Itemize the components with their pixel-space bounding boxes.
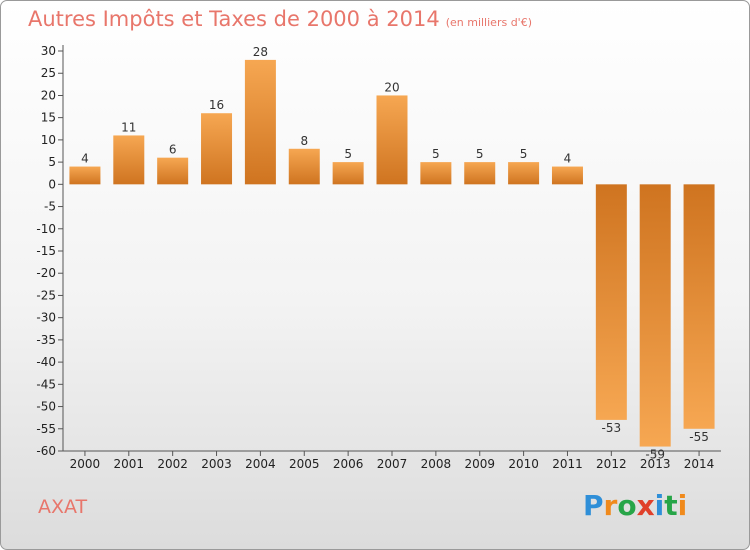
bar-2010 bbox=[508, 162, 540, 185]
x-tick-label: 2005 bbox=[289, 457, 320, 471]
data-label: 8 bbox=[300, 134, 308, 148]
unit-label: (en milliers d'€) bbox=[445, 16, 532, 29]
data-label: 4 bbox=[564, 152, 572, 166]
x-tick-label: 2011 bbox=[552, 457, 583, 471]
y-tick-label: 25 bbox=[41, 66, 56, 80]
logo-letter: x bbox=[636, 489, 655, 522]
y-tick-label: 15 bbox=[41, 111, 56, 125]
y-tick-label: -10 bbox=[36, 222, 56, 236]
bar-2013 bbox=[639, 184, 671, 447]
chart-title: Autres Impôts et Taxes de 2000 à 2014 (en… bbox=[28, 7, 532, 31]
y-tick-label: -20 bbox=[36, 266, 56, 280]
x-tick-label: 2008 bbox=[421, 457, 452, 471]
y-tick-label: 20 bbox=[41, 88, 56, 102]
bar-2014 bbox=[683, 184, 715, 429]
title-text: Autres Impôts et Taxes de 2000 à 2014 bbox=[28, 7, 440, 31]
logo-letter: i bbox=[677, 489, 688, 522]
bar-2003 bbox=[201, 113, 233, 185]
y-tick-label: -45 bbox=[36, 377, 56, 391]
logo-letter: o bbox=[617, 489, 637, 522]
x-tick-label: 2004 bbox=[245, 457, 276, 471]
x-tick-label: 2009 bbox=[464, 457, 495, 471]
y-tick-label: -30 bbox=[36, 311, 56, 325]
data-label: 20 bbox=[384, 80, 399, 94]
y-tick-label: -60 bbox=[36, 444, 56, 458]
data-label: 5 bbox=[344, 147, 352, 161]
data-label: 5 bbox=[520, 147, 528, 161]
data-label: 5 bbox=[476, 147, 484, 161]
data-label: 4 bbox=[81, 152, 89, 166]
x-tick-label: 2006 bbox=[333, 457, 364, 471]
y-tick-label: 0 bbox=[48, 177, 56, 191]
bar-2011 bbox=[551, 166, 583, 185]
bar-2004 bbox=[244, 59, 276, 185]
y-tick-label: -40 bbox=[36, 355, 56, 369]
data-label: -55 bbox=[689, 430, 709, 444]
bar-2005 bbox=[288, 148, 320, 185]
logo-letter: P bbox=[583, 489, 604, 522]
bar-2006 bbox=[332, 162, 364, 185]
bar-2007 bbox=[376, 95, 408, 185]
y-tick-label: -55 bbox=[36, 422, 56, 436]
data-label: -53 bbox=[602, 421, 622, 435]
x-tick-label: 2013 bbox=[640, 457, 671, 471]
x-tick-label: 2002 bbox=[157, 457, 188, 471]
y-tick-label: -5 bbox=[44, 200, 56, 214]
commune-name: AXAT bbox=[38, 496, 88, 518]
y-tick-label: -50 bbox=[36, 400, 56, 414]
x-tick-label: 2012 bbox=[596, 457, 627, 471]
logo-letter: t bbox=[664, 489, 678, 522]
logo-letter: i bbox=[654, 489, 665, 522]
x-tick-label: 2010 bbox=[508, 457, 539, 471]
x-tick-label: 2014 bbox=[684, 457, 715, 471]
x-tick-label: 2001 bbox=[114, 457, 145, 471]
bar-2012 bbox=[595, 184, 627, 420]
bar-2002 bbox=[157, 157, 189, 185]
y-tick-label: -15 bbox=[36, 244, 56, 258]
y-tick-label: -35 bbox=[36, 333, 56, 347]
data-label: 16 bbox=[209, 98, 224, 112]
data-label: 28 bbox=[253, 45, 268, 59]
x-tick-label: 2000 bbox=[70, 457, 101, 471]
bar-2008 bbox=[420, 162, 452, 185]
data-label: 5 bbox=[432, 147, 440, 161]
bar-2009 bbox=[464, 162, 496, 185]
proxiti-logo: Proxiti bbox=[583, 489, 687, 522]
y-tick-label: 5 bbox=[48, 155, 56, 169]
y-tick-label: 10 bbox=[41, 133, 56, 147]
bar-2000 bbox=[69, 166, 101, 185]
y-tick-label: -25 bbox=[36, 288, 56, 302]
y-tick-label: 30 bbox=[41, 44, 56, 58]
data-label: 11 bbox=[121, 120, 136, 134]
bar-2001 bbox=[113, 135, 145, 185]
logo-letter: r bbox=[603, 489, 618, 522]
data-label: 6 bbox=[169, 143, 177, 157]
x-tick-label: 2003 bbox=[201, 457, 232, 471]
x-tick-label: 2007 bbox=[377, 457, 408, 471]
